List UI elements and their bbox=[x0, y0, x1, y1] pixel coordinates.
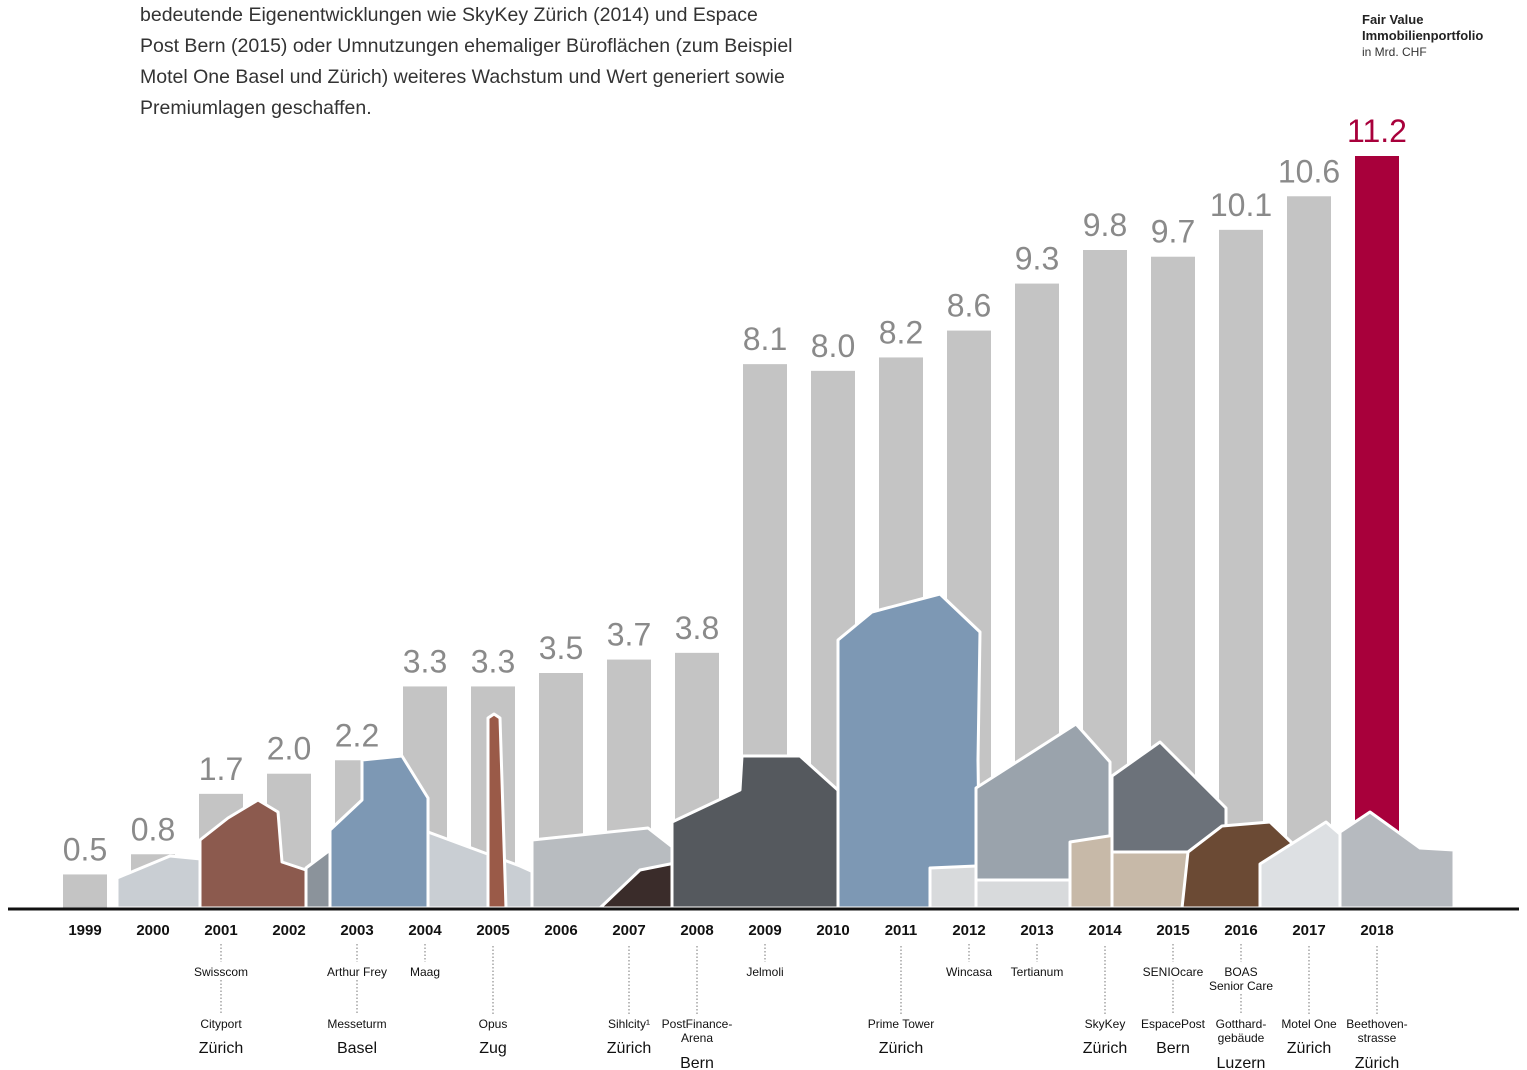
intro-text: bedeutende Eigenentwicklungen wie SkyKey… bbox=[140, 0, 856, 124]
value-label-2002: 2.0 bbox=[267, 731, 311, 767]
tick-label-2000: 2000 bbox=[136, 922, 169, 939]
annotation-text: EspacePost bbox=[1141, 1017, 1206, 1031]
intro-line: bedeutende Eigenentwicklungen wie SkyKey… bbox=[140, 4, 758, 26]
annotation-text: Sihlcity¹ bbox=[608, 1017, 650, 1031]
building-photo bbox=[836, 592, 982, 910]
annotation-text: SENIOcare bbox=[1143, 965, 1204, 979]
tick-label-2010: 2010 bbox=[816, 922, 849, 939]
intro-line: Premiumlagen geschaffen. bbox=[140, 97, 372, 119]
building-photo bbox=[1110, 740, 1228, 910]
value-label-2003: 2.2 bbox=[335, 717, 379, 753]
chart-legend: Fair Value Immobilienportfolio in Mrd. C… bbox=[1362, 12, 1522, 60]
property-annotations: Swisscom Cityport Zürich Arthur Frey Messetu… bbox=[194, 944, 1408, 1070]
annotation-text: Basel bbox=[337, 1040, 377, 1057]
bar-2018 bbox=[1355, 156, 1399, 908]
annotation-text: Beethoven- bbox=[1346, 1017, 1407, 1031]
annotation-text: Prime Tower bbox=[868, 1017, 934, 1031]
annotation-text: Zürich bbox=[199, 1040, 243, 1057]
tick-label-2003: 2003 bbox=[340, 922, 373, 939]
annotation-text: Tertianum bbox=[1011, 965, 1064, 979]
annotation-text: Motel One bbox=[1281, 1017, 1337, 1031]
value-label-2016: 10.1 bbox=[1210, 187, 1272, 223]
tick-label-2015: 2015 bbox=[1156, 922, 1189, 939]
tick-label-2008: 2008 bbox=[680, 922, 713, 939]
tick-label-2011: 2011 bbox=[885, 922, 918, 939]
value-label-2008: 3.8 bbox=[675, 610, 719, 646]
intro-line: Motel One Basel und Zürich) weiteres Wac… bbox=[140, 66, 785, 88]
tick-label-2007: 2007 bbox=[612, 922, 645, 939]
tick-label-2017: 2017 bbox=[1292, 922, 1325, 939]
value-label-2014: 9.8 bbox=[1083, 207, 1127, 243]
annotation-text: PostFinance- bbox=[662, 1017, 733, 1031]
value-label-2015: 9.7 bbox=[1151, 214, 1195, 250]
annotation-text: Zug bbox=[479, 1040, 507, 1057]
annotation-text: Zürich bbox=[607, 1040, 651, 1057]
annotation-text: Luzern bbox=[1217, 1055, 1266, 1070]
annotation-text: Bern bbox=[1156, 1040, 1190, 1057]
value-label-2013: 9.3 bbox=[1015, 241, 1059, 277]
annotation-text: Opus bbox=[479, 1017, 508, 1031]
annotation-text: SkyKey bbox=[1085, 1017, 1126, 1031]
annotation-text: Zürich bbox=[879, 1040, 923, 1057]
tick-label-2018: 2018 bbox=[1360, 922, 1393, 939]
intro-line: Post Bern (2015) oder Umnutzungen ehemal… bbox=[140, 35, 793, 57]
value-label-2018: 11.2 bbox=[1347, 113, 1407, 149]
value-label-2006: 3.5 bbox=[539, 630, 583, 666]
value-label-2007: 3.7 bbox=[607, 617, 651, 653]
x-axis-tick-labels: 1999 2000 2001 2002 2003 2004 2005 2006 2007 2008… bbox=[68, 922, 1393, 939]
tick-label-2006: 2006 bbox=[544, 922, 577, 939]
value-label-2010: 8.0 bbox=[811, 328, 855, 364]
value-label-2004: 3.3 bbox=[403, 643, 447, 679]
value-label-2005: 3.3 bbox=[471, 643, 515, 679]
annotation-text: Arena bbox=[681, 1031, 713, 1045]
tick-label-2012: 2012 bbox=[952, 922, 985, 939]
legend-title: Fair Value bbox=[1362, 12, 1424, 27]
annotation-text: Arthur Frey bbox=[327, 965, 387, 979]
legend-unit: in Mrd. CHF bbox=[1362, 45, 1427, 59]
annotation-text: Wincasa bbox=[946, 965, 992, 979]
tick-label-2016: 2016 bbox=[1224, 922, 1257, 939]
value-label-1999: 0.5 bbox=[63, 831, 107, 867]
annotation-text: strasse bbox=[1358, 1031, 1397, 1045]
annotation-text: Gotthard- bbox=[1216, 1017, 1267, 1031]
annotation-text: Swisscom bbox=[194, 965, 248, 979]
annotation-text: BOAS bbox=[1224, 965, 1257, 979]
tick-label-2009: 2009 bbox=[748, 922, 781, 939]
annotation-text: Zürich bbox=[1083, 1040, 1127, 1057]
annotation-text: Messeturm bbox=[327, 1017, 386, 1031]
annotation-text: gebäude bbox=[1218, 1031, 1265, 1045]
tick-label-2013: 2013 bbox=[1020, 922, 1053, 939]
annotation-text: Bern bbox=[680, 1055, 714, 1070]
annotation-text: Maag bbox=[410, 965, 440, 979]
bar-2017 bbox=[1287, 196, 1331, 909]
value-label-2009: 8.1 bbox=[743, 321, 787, 357]
tick-label-2004: 2004 bbox=[408, 922, 442, 939]
annotation-text: Zürich bbox=[1355, 1055, 1399, 1070]
tick-label-2002: 2002 bbox=[272, 922, 305, 939]
tick-label-2001: 2001 bbox=[204, 922, 237, 939]
bar-1999 bbox=[63, 874, 107, 908]
value-label-2012: 8.6 bbox=[947, 288, 991, 324]
value-label-2011: 8.2 bbox=[879, 314, 923, 350]
tick-label-1999: 1999 bbox=[68, 922, 101, 939]
tick-label-2014: 2014 bbox=[1088, 922, 1122, 939]
value-label-2017: 10.6 bbox=[1278, 153, 1340, 189]
value-label-2000: 0.8 bbox=[131, 811, 175, 847]
legend-title: Immobilienportfolio bbox=[1362, 28, 1484, 43]
tick-label-2005: 2005 bbox=[476, 922, 509, 939]
bar-2016 bbox=[1219, 229, 1263, 908]
building-collage bbox=[115, 592, 1456, 910]
annotation-text: Senior Care bbox=[1209, 979, 1273, 993]
annotation-text: Cityport bbox=[200, 1017, 242, 1031]
value-label-2001: 1.7 bbox=[199, 751, 243, 787]
annotation-text: Jelmoli bbox=[746, 965, 783, 979]
annotation-text: Zürich bbox=[1287, 1040, 1331, 1057]
